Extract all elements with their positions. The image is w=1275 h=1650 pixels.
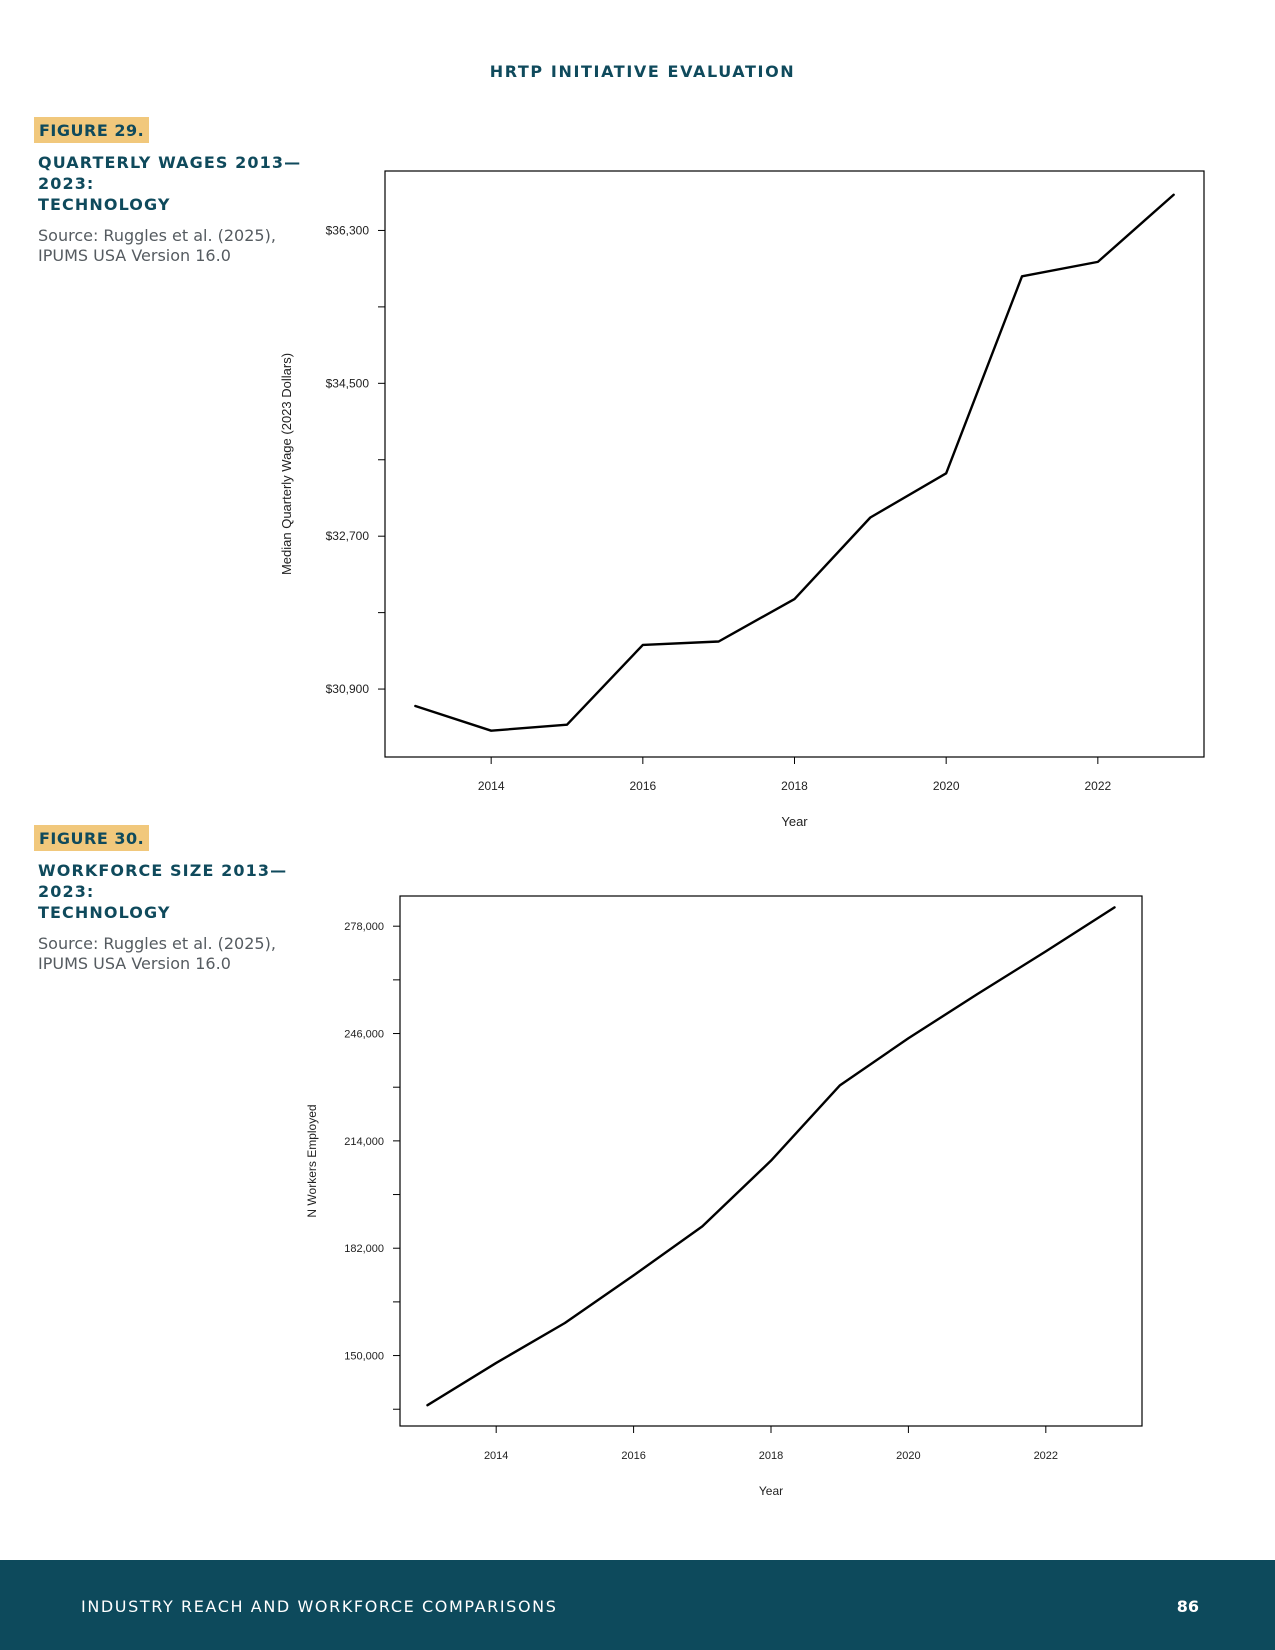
workforce-series-line [426, 906, 1116, 1407]
wages-data-point [566, 723, 568, 726]
page-footer: INDUSTRY REACH AND WORKFORCE COMPARISONS… [0, 1560, 1275, 1650]
wages-data-point [1096, 260, 1099, 263]
wages-y-tick-label: $36,300 [326, 223, 370, 237]
wages-x-tick-label: 2014 [478, 779, 505, 793]
wages-x-axis-label: Year [781, 814, 808, 829]
wages-data-point [793, 598, 796, 600]
wages-y-tick-label: $30,900 [326, 682, 370, 696]
wages-data-point [1172, 193, 1175, 196]
figure-29-tag: FIGURE 29. [34, 117, 150, 143]
figure-30-tag: FIGURE 30. [34, 825, 150, 851]
workforce-data-point [907, 1037, 910, 1040]
wages-data-point [490, 729, 493, 732]
workforce-data-point [1113, 906, 1116, 909]
workforce-data-point [495, 1362, 498, 1364]
wages-x-tick-label: 2020 [933, 779, 960, 793]
figure-30-source: Source: Ruggles et al. (2025), IPUMS USA… [38, 934, 276, 973]
workforce-data-point [563, 1322, 566, 1324]
workforce-x-tick-label: 2020 [896, 1450, 920, 1462]
figure-30-title: WORKFORCE SIZE 2013—2023: TECHNOLOGY [38, 861, 288, 922]
wages-data-point [869, 516, 872, 519]
wages-x-tick-label: 2022 [1084, 779, 1111, 793]
page-header-title: HRTP INITIATIVE EVALUATION [489, 62, 796, 81]
workforce-x-tick-label: 2016 [621, 1450, 645, 1462]
workforce-data-point [701, 1225, 704, 1228]
wages-x-tick-label: 2016 [629, 779, 656, 793]
workforce-y-tick-label: 150,000 [344, 1351, 384, 1363]
wages-y-axis-label: Median Quarterly Wage (2023 Dollars) [279, 353, 294, 575]
workforce-y-axis-label: N Workers Employed [305, 1104, 319, 1217]
figure-29-source: Source: Ruggles et al. (2025), IPUMS USA… [38, 226, 276, 265]
footer-section-label: INDUSTRY REACH AND WORKFORCE COMPARISONS [81, 1597, 558, 1616]
workforce-data-point [1044, 950, 1047, 953]
workforce-y-tick-label: 246,000 [344, 1029, 384, 1041]
workforce-y-tick-label: 182,000 [344, 1243, 384, 1255]
workforce-data-point [838, 1084, 841, 1087]
figure-29-caption: FIGURE 29. QUARTERLY WAGES 2013—2023: TE… [34, 117, 334, 266]
wages-data-point [945, 472, 948, 475]
wages-data-point [641, 643, 644, 646]
wages-data-point [414, 705, 417, 707]
figure-30-caption: FIGURE 30. WORKFORCE SIZE 2013—2023: TEC… [34, 825, 334, 974]
workforce-x-tick-label: 2022 [1034, 1450, 1058, 1462]
workforce-x-tick-label: 2014 [484, 1450, 508, 1462]
workforce-data-point [426, 1404, 429, 1407]
workforce-x-tick-label: 2018 [759, 1450, 783, 1462]
workforce-data-point [976, 993, 979, 996]
wages-y-tick-label: $32,700 [326, 529, 370, 543]
workforce-y-tick-label: 214,000 [344, 1136, 384, 1148]
wages-y-tick-label: $34,500 [326, 376, 370, 390]
workforce-y-tick-label: 278,000 [344, 921, 384, 933]
wages-x-tick-label: 2018 [781, 779, 808, 793]
workforce-data-point [770, 1159, 772, 1162]
workforce-x-axis-label: Year [759, 1484, 783, 1498]
wages-data-point [1021, 275, 1023, 278]
footer-page-number: 86 [1176, 1597, 1199, 1616]
wages-data-point [717, 640, 720, 643]
workforce-data-point [632, 1274, 635, 1277]
figure-29-title: QUARTERLY WAGES 2013—2023: TECHNOLOGY [38, 153, 302, 214]
